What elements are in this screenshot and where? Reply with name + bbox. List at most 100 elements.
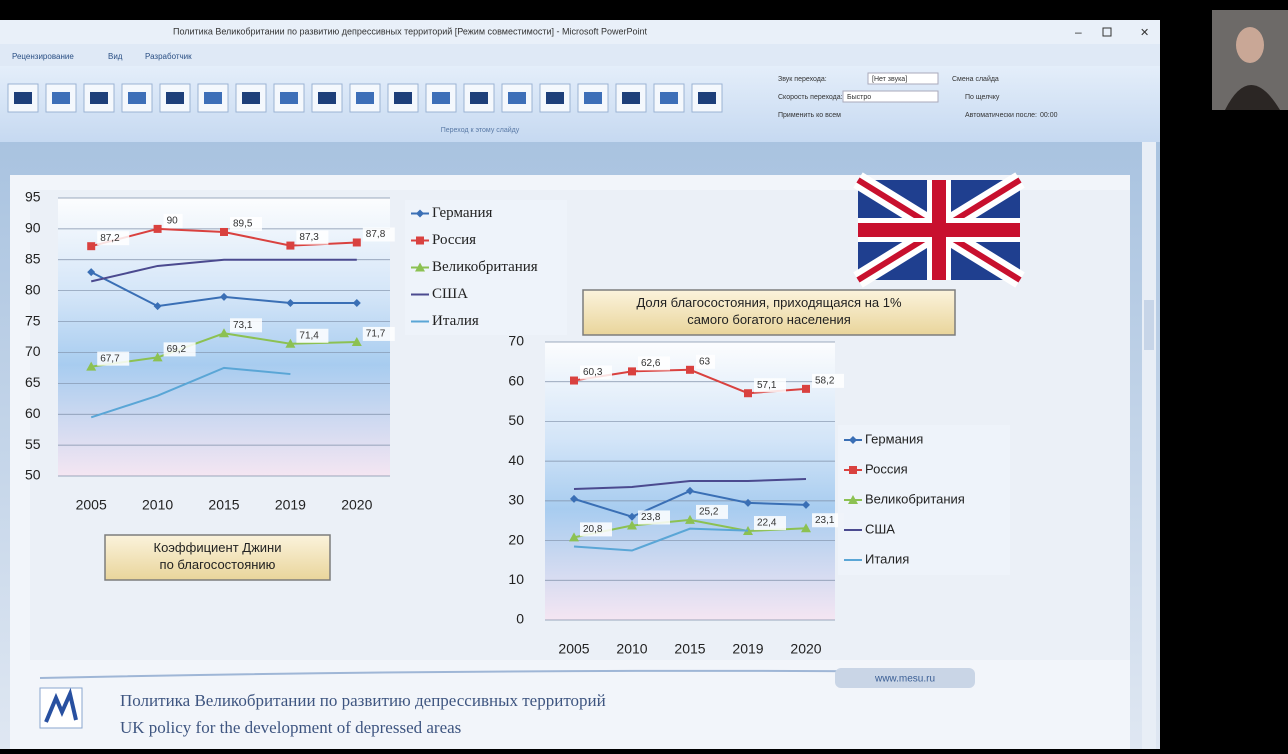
data-label: 71,4 <box>299 330 319 341</box>
point <box>220 228 228 236</box>
transition-icon-glyph <box>242 92 260 104</box>
x-tick-label: 2020 <box>341 497 372 513</box>
y-tick-label: 70 <box>508 333 524 349</box>
x-tick-label: 2019 <box>732 641 763 657</box>
data-label: 23,1 <box>815 515 835 526</box>
checkbox-label[interactable]: Автоматически после: <box>965 112 1037 119</box>
transition-icon-glyph <box>470 92 488 104</box>
x-tick-label: 2005 <box>76 497 107 513</box>
data-label: 57,1 <box>757 380 777 391</box>
data-label: 69,2 <box>167 344 187 355</box>
webcam-person <box>1236 27 1264 63</box>
transition-icon-glyph <box>584 92 602 104</box>
point <box>570 377 578 385</box>
y-tick-label: 60 <box>508 372 524 388</box>
legend-marker <box>416 237 424 245</box>
legend-label: США <box>865 521 895 536</box>
data-label: 20,8 <box>583 524 603 535</box>
transition-icon-glyph <box>52 92 70 104</box>
scrollbar[interactable] <box>1142 142 1156 749</box>
legend-label: Германия <box>432 205 493 221</box>
legend-label: Италия <box>865 551 909 566</box>
page: Политика Великобритании по развитию депр… <box>0 0 1288 749</box>
uk-flag <box>858 180 1020 280</box>
x-tick-label: 2015 <box>674 641 705 657</box>
checkbox-label[interactable]: По щелчку <box>965 94 1000 101</box>
apply-all[interactable]: Применить ко всем <box>778 112 841 119</box>
x-tick-label: 2015 <box>208 497 239 513</box>
y-tick-label: 40 <box>508 452 524 468</box>
data-label: 58,2 <box>815 376 835 387</box>
data-label: 63 <box>699 356 711 367</box>
tab[interactable]: Рецензирование <box>12 52 74 61</box>
data-label: 22,4 <box>757 518 777 529</box>
point <box>154 225 162 233</box>
data-label: 87,2 <box>100 233 120 244</box>
data-label: 60,3 <box>583 367 603 378</box>
ribbon-value: [Нет звука] <box>872 76 907 83</box>
y-tick-label: 65 <box>25 374 41 390</box>
tab[interactable]: Разработчик <box>145 52 192 61</box>
close[interactable]: ✕ <box>1140 27 1149 39</box>
x-tick-label: 2005 <box>558 641 589 657</box>
transition-icon-glyph <box>698 92 716 104</box>
data-label: 23,8 <box>641 512 661 523</box>
x-tick-label: 2020 <box>790 641 821 657</box>
data-label: 62,6 <box>641 358 661 369</box>
point <box>353 238 361 246</box>
data-label: 73,1 <box>233 320 253 331</box>
data-label: 89,5 <box>233 219 253 230</box>
legend-label: Великобритания <box>432 259 538 275</box>
y-tick-label: 0 <box>516 611 524 627</box>
legend-label: Италия <box>432 313 479 329</box>
y-tick-label: 10 <box>508 571 524 587</box>
data-label: 87,8 <box>366 229 386 240</box>
point <box>744 389 752 397</box>
legend-label: США <box>432 286 468 302</box>
minimize[interactable]: – <box>1075 25 1082 39</box>
x-tick-label: 2010 <box>616 641 647 657</box>
window-title: Политика Великобритании по развитию депр… <box>173 26 648 36</box>
transition-icon-glyph <box>508 92 526 104</box>
data-label: 87,3 <box>299 232 319 243</box>
legend-label: Россия <box>865 461 908 476</box>
ribbon-label: Скорость перехода: <box>778 94 843 101</box>
transition-icon-glyph <box>394 92 412 104</box>
legend-marker <box>849 466 857 474</box>
tab[interactable]: Вид <box>108 52 123 61</box>
ribbon-label: Звук перехода: <box>778 76 827 83</box>
point <box>628 367 636 375</box>
ribbon-value: 00:00 <box>1040 112 1058 119</box>
transition-icon-glyph <box>166 92 184 104</box>
y-tick-label: 80 <box>25 281 41 297</box>
screen: Политика Великобритании по развитию депр… <box>0 0 1288 749</box>
point <box>686 366 694 374</box>
y-tick-label: 75 <box>25 312 41 328</box>
data-label: 71,7 <box>366 329 386 340</box>
ribbon-group-label: Переход к этому слайду <box>441 126 520 134</box>
transition-icon-glyph <box>128 92 146 104</box>
y-tick-label: 55 <box>25 436 41 452</box>
ribbon-label: Смена слайда <box>952 75 999 83</box>
transition-icon-glyph <box>356 92 374 104</box>
point <box>286 242 294 250</box>
data-label: 67,7 <box>100 353 120 364</box>
scroll-thumb[interactable] <box>1144 300 1154 350</box>
x-tick-label: 2010 <box>142 497 173 513</box>
transition-icon-glyph <box>432 92 450 104</box>
y-tick-label: 85 <box>25 250 41 266</box>
transition-icon-glyph <box>280 92 298 104</box>
x-tick-label: 2019 <box>275 497 306 513</box>
y-tick-label: 30 <box>508 492 524 508</box>
logo <box>40 688 82 728</box>
y-tick-label: 90 <box>25 220 41 236</box>
footer-en: UK policy for the development of depress… <box>120 718 461 737</box>
transition-icon-glyph <box>622 92 640 104</box>
y-tick-label: 50 <box>25 467 41 483</box>
transition-icon-glyph <box>660 92 678 104</box>
legend-label: Россия <box>432 232 476 248</box>
legend-label: Великобритания <box>865 491 965 506</box>
y-tick-label: 60 <box>25 405 41 421</box>
point <box>802 385 810 393</box>
legend-label: Германия <box>865 431 923 446</box>
